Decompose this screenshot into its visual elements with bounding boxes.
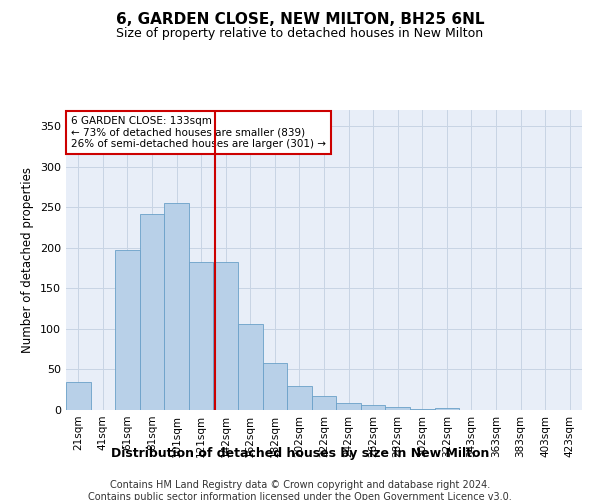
Bar <box>66 382 91 410</box>
Text: 6 GARDEN CLOSE: 133sqm
← 73% of detached houses are smaller (839)
26% of semi-de: 6 GARDEN CLOSE: 133sqm ← 73% of detached… <box>71 116 326 149</box>
Text: Contains HM Land Registry data © Crown copyright and database right 2024.: Contains HM Land Registry data © Crown c… <box>110 480 490 490</box>
Bar <box>410 409 434 410</box>
Bar <box>140 214 164 410</box>
Bar <box>164 203 189 410</box>
Bar <box>287 386 312 410</box>
Bar <box>385 407 410 410</box>
Bar <box>263 363 287 410</box>
Text: Distribution of detached houses by size in New Milton: Distribution of detached houses by size … <box>111 448 489 460</box>
Bar <box>361 405 385 410</box>
Bar <box>238 324 263 410</box>
Bar <box>336 402 361 410</box>
Text: 6, GARDEN CLOSE, NEW MILTON, BH25 6NL: 6, GARDEN CLOSE, NEW MILTON, BH25 6NL <box>116 12 484 28</box>
Y-axis label: Number of detached properties: Number of detached properties <box>22 167 34 353</box>
Bar <box>115 250 140 410</box>
Text: Contains public sector information licensed under the Open Government Licence v3: Contains public sector information licen… <box>88 492 512 500</box>
Bar <box>189 262 214 410</box>
Text: Size of property relative to detached houses in New Milton: Size of property relative to detached ho… <box>116 28 484 40</box>
Bar <box>312 396 336 410</box>
Bar <box>214 262 238 410</box>
Bar <box>434 408 459 410</box>
